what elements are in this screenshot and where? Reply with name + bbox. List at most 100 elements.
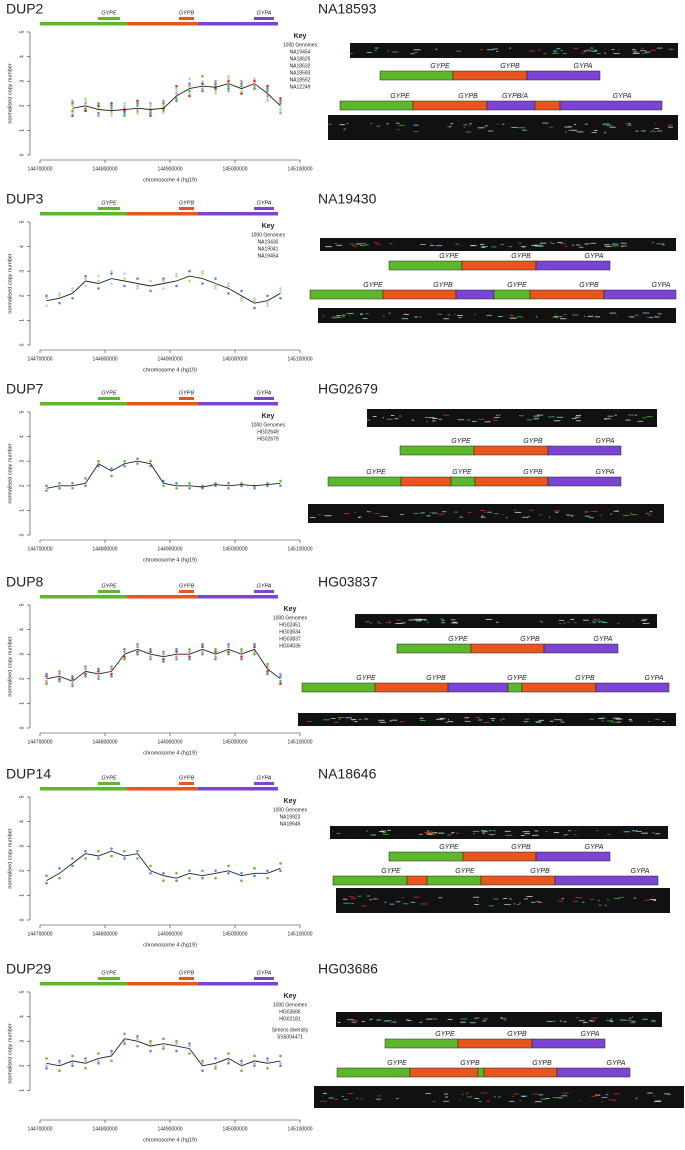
fiber-signal: [487, 511, 492, 513]
fiber-signal: [596, 53, 601, 55]
x-tick-label: 144900000: [157, 166, 182, 172]
fiber-signal: [591, 1095, 597, 1097]
fiber-background: [320, 238, 676, 251]
fiber-signal: [436, 718, 443, 720]
fiber-signal: [640, 47, 645, 49]
data-point: [71, 1062, 74, 1065]
data-point: [123, 284, 126, 288]
fiber-signal: [374, 513, 380, 515]
gene-marker: [98, 397, 120, 400]
fiber-signal: [403, 313, 409, 315]
data-point: [201, 79, 204, 83]
panel-title: DUP8: [6, 574, 44, 590]
fiber-signal: [349, 314, 351, 316]
fiber-signal: [610, 245, 617, 247]
fiber-signal: [459, 516, 464, 518]
fiber-signal: [337, 1021, 341, 1023]
segment-label: GYPE: [455, 868, 475, 875]
data-point: [188, 647, 191, 651]
segment-label: GYPA: [581, 1031, 600, 1038]
data-point: [253, 299, 256, 303]
fiber-signal: [553, 832, 560, 834]
fiber-signal: [563, 834, 567, 836]
data-point: [227, 645, 230, 649]
segment-label: GYPB: [460, 1060, 480, 1067]
data-point: [214, 869, 217, 873]
fiber-signal: [562, 53, 567, 54]
y-axis-label: normalised copy number: [7, 636, 13, 696]
y-tick-label: 1: [19, 129, 25, 132]
fiber-signal: [426, 833, 432, 834]
data-point: [71, 109, 74, 113]
fiber-signal: [584, 511, 588, 513]
gene-segment: [474, 476, 549, 487]
legend-entry: NA12249: [290, 84, 311, 90]
data-point: [279, 289, 282, 293]
data-point: [253, 84, 256, 88]
fiber-signal: [625, 1019, 632, 1021]
fiber-signal: [601, 717, 606, 719]
gene-marker: [179, 207, 194, 210]
fiber-signal: [575, 244, 581, 246]
gene-segment: [473, 445, 549, 456]
data-point: [110, 474, 113, 478]
data-point: [149, 279, 152, 283]
data-point: [253, 652, 256, 656]
fiber-signal: [350, 898, 357, 900]
fiber-signal: [377, 621, 380, 623]
fiber-signal: [488, 834, 495, 836]
x-tick-label: 144700000: [27, 739, 52, 745]
fiber-signal: [481, 515, 484, 517]
fiber-signal: [582, 1022, 588, 1024]
fiber-signal: [641, 832, 649, 834]
gene-marker: [179, 977, 194, 980]
fiber-signal: [413, 131, 420, 132]
fiber-signal: [480, 246, 488, 248]
fiber-signal: [419, 1021, 423, 1023]
fiber-signal: [598, 904, 602, 906]
legend-group: Simons diversity: [272, 1027, 309, 1033]
fiber-signal: [552, 316, 559, 318]
data-point: [149, 1049, 152, 1053]
fiber-signal: [426, 831, 433, 833]
fiber-signal: [631, 1016, 634, 1018]
gene-marker: [254, 590, 274, 593]
data-point: [175, 482, 178, 485]
y-tick-label: 5: [19, 220, 25, 223]
fiber-signal: [469, 125, 471, 127]
data-point: [227, 482, 230, 485]
x-tick-label: 144800000: [92, 739, 117, 745]
data-point: [71, 857, 74, 860]
fiber-signal: [395, 1098, 399, 1100]
fiber-signal: [428, 417, 435, 418]
data-point: [149, 102, 152, 105]
data-point: [84, 274, 87, 278]
data-point: [84, 1059, 87, 1063]
data-point: [97, 670, 100, 673]
smoothed-line: [46, 850, 281, 881]
fiber-signal: [389, 720, 392, 722]
fiber-signal: [590, 242, 597, 244]
fiber-signal: [379, 515, 385, 517]
fiber-signal: [479, 243, 485, 245]
segment-label: GYPE: [435, 1031, 455, 1038]
fiber-signal: [376, 1019, 382, 1021]
fiber-signal: [354, 246, 358, 248]
data-point: [214, 287, 217, 290]
fiber-signal: [564, 131, 567, 133]
fiber-signal: [628, 718, 632, 720]
data-point: [188, 650, 191, 654]
fiber-signal: [405, 1018, 410, 1020]
fiber-signal: [545, 831, 548, 832]
fiber-signal: [583, 315, 586, 317]
sample-name: NA18646: [318, 766, 377, 782]
data-point: [240, 1059, 243, 1063]
data-point: [175, 284, 178, 288]
data-point: [45, 304, 48, 307]
fiber-signal: [535, 418, 537, 420]
fiber-signal: [563, 622, 566, 624]
fiber-signal: [593, 619, 601, 621]
fiber-signal: [372, 416, 377, 417]
fiber-signal: [667, 126, 673, 128]
fiber-background: [328, 115, 678, 140]
